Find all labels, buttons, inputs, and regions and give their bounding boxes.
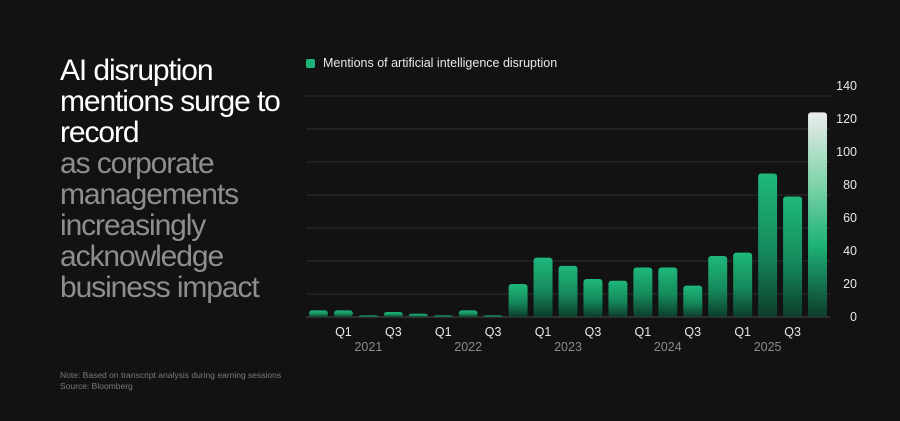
x-tick-label: Q1 <box>535 325 552 339</box>
y-tick-label: 60 <box>843 211 857 225</box>
x-year-label: 2024 <box>654 340 682 354</box>
footnotes: Note: Based on transcript analysis durin… <box>60 370 281 392</box>
bar <box>559 266 578 317</box>
bar <box>509 284 528 317</box>
y-tick-label: 40 <box>843 244 857 258</box>
bar <box>409 314 428 317</box>
x-tick-label: Q3 <box>485 325 502 339</box>
x-year-label: 2022 <box>454 340 482 354</box>
x-tick-label: Q1 <box>734 325 751 339</box>
bar <box>658 268 677 318</box>
bar <box>484 315 503 317</box>
x-tick-label: Q1 <box>335 325 352 339</box>
x-year-label: 2025 <box>754 340 782 354</box>
note-text: Note: Based on transcript analysis durin… <box>60 370 281 381</box>
bar <box>309 310 328 317</box>
y-tick-label: 0 <box>850 310 857 324</box>
bar <box>733 253 752 317</box>
bar <box>683 286 702 317</box>
bar <box>534 258 553 317</box>
x-tick-label: Q1 <box>635 325 652 339</box>
bar <box>359 315 378 317</box>
bars <box>309 112 827 317</box>
source-text: Source: Bloomberg <box>60 381 281 392</box>
y-tick-label: 120 <box>836 112 857 126</box>
y-tick-label: 80 <box>843 178 857 192</box>
bar <box>783 197 802 317</box>
x-year-label: 2023 <box>554 340 582 354</box>
bar <box>633 268 652 318</box>
bar <box>808 112 827 317</box>
bar <box>334 310 353 317</box>
x-year-label: 2021 <box>354 340 382 354</box>
x-tick-label: Q3 <box>684 325 701 339</box>
bar <box>708 256 727 317</box>
y-axis-ticks: 140 120 100 80 60 40 20 0 <box>836 79 857 324</box>
x-tick-label: Q3 <box>585 325 602 339</box>
bar <box>459 310 478 317</box>
bar <box>608 281 627 317</box>
y-tick-label: 100 <box>836 145 857 159</box>
bar <box>434 315 453 317</box>
x-tick-label: Q3 <box>385 325 402 339</box>
y-tick-label: 140 <box>836 79 857 93</box>
bar <box>583 279 602 317</box>
bar <box>384 312 403 317</box>
x-tick-label: Q3 <box>784 325 801 339</box>
bar <box>758 173 777 317</box>
x-tick-label: Q1 <box>435 325 452 339</box>
y-tick-label: 20 <box>843 277 857 291</box>
